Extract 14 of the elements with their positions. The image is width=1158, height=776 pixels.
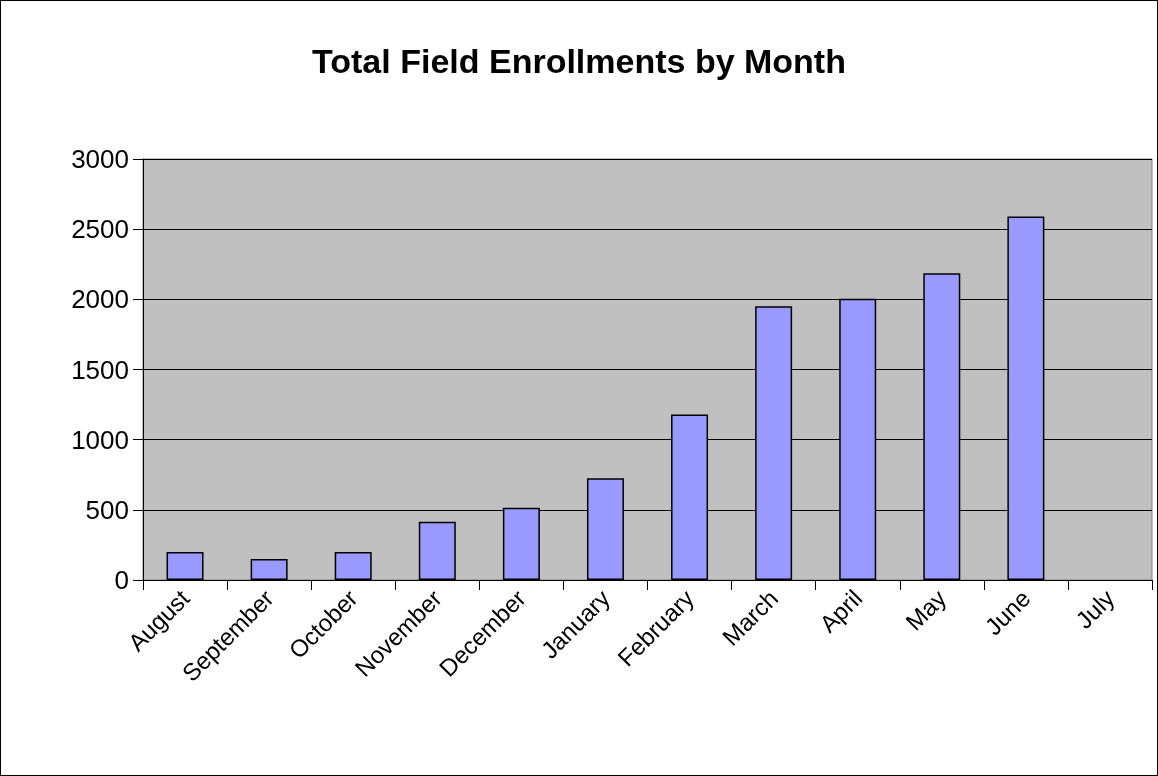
y-tick-label: 2500: [71, 214, 129, 245]
x-tick-label: July: [1070, 584, 1120, 634]
chart-title: Total Field Enrollments by Month: [312, 42, 846, 80]
y-tick-label: 2000: [71, 284, 129, 315]
x-tick-label: May: [900, 584, 952, 636]
y-tick-label: 1000: [71, 424, 129, 455]
bar: [334, 551, 372, 580]
bar: [250, 558, 288, 580]
y-tick-label: 0: [114, 565, 129, 595]
y-tick-label: 500: [85, 494, 129, 525]
y-tick-label: 1500: [71, 354, 129, 385]
bar: [166, 551, 204, 580]
bar: [418, 521, 456, 580]
y-tick-label: 3000: [71, 144, 129, 174]
